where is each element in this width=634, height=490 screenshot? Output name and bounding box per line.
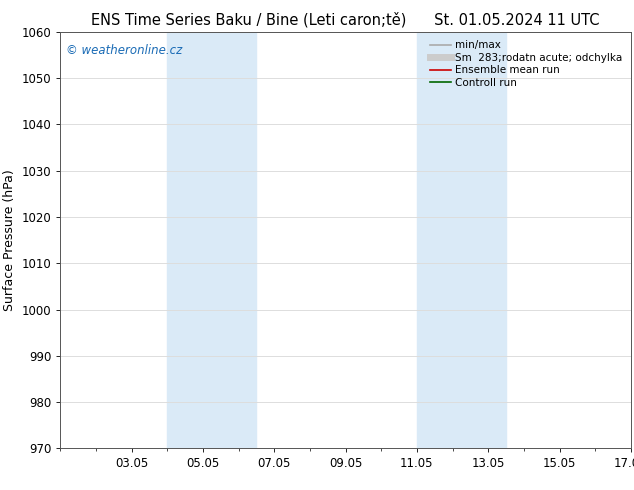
Legend: min/max, Sm  283;rodatn acute; odchylka, Ensemble mean run, Controll run: min/max, Sm 283;rodatn acute; odchylka, … [427,37,626,91]
Bar [417,32,506,448]
Y-axis label: Surface Pressure (hPa): Surface Pressure (hPa) [3,169,16,311]
Title: ENS Time Series Baku / Bine (Leti caron;tě)      St. 01.05.2024 11 UTC: ENS Time Series Baku / Bine (Leti caron;… [91,12,600,28]
Text: © weatheronline.cz: © weatheronline.cz [66,44,182,57]
Bar [167,32,256,448]
